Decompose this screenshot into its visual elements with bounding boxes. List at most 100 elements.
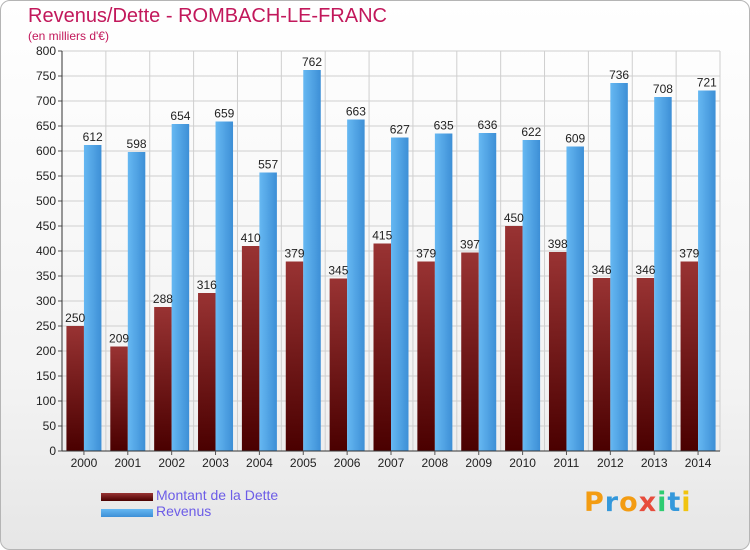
bar-dette-2006: [329, 278, 348, 451]
label-dette-2006: 345: [328, 264, 348, 278]
y-tick-label: 600: [36, 144, 56, 158]
logo-letter: x: [638, 487, 658, 518]
bar-dette-2010: [505, 226, 523, 451]
x-tick-label-2005: 2005: [290, 456, 317, 470]
x-tick-label-2007: 2007: [378, 456, 405, 470]
bar-dette-2011: [548, 252, 567, 451]
label-revenus-2007: 627: [390, 123, 410, 137]
y-tick-label: 500: [36, 194, 56, 208]
y-tick-label: 700: [36, 94, 56, 108]
y-tick-label: 200: [36, 344, 56, 358]
x-tick-label-2003: 2003: [202, 456, 229, 470]
y-tick-label: 250: [36, 319, 56, 333]
label-revenus-2000: 612: [83, 130, 103, 144]
y-tick-label: 350: [36, 269, 56, 283]
label-dette-2005: 379: [285, 247, 305, 261]
x-tick-label-2000: 2000: [71, 456, 98, 470]
y-tick-label: 50: [43, 419, 57, 433]
label-dette-2014: 379: [679, 247, 699, 261]
y-tick-label: 750: [36, 69, 56, 83]
bar-revenus-2004: [259, 172, 277, 451]
x-tick-label-2004: 2004: [246, 456, 273, 470]
label-revenus-2006: 663: [346, 105, 366, 119]
label-revenus-2014: 721: [697, 76, 717, 90]
y-tick-label: 150: [36, 369, 56, 383]
x-tick-label-2001: 2001: [114, 456, 141, 470]
label-dette-2011: 398: [548, 237, 568, 251]
label-dette-2002: 288: [153, 292, 173, 306]
label-revenus-2005: 762: [302, 55, 322, 69]
bar-dette-2012: [592, 278, 611, 451]
bar-revenus-2005: [303, 70, 321, 451]
x-tick-label-2013: 2013: [641, 456, 668, 470]
label-dette-2012: 346: [592, 263, 612, 277]
label-revenus-2011: 609: [565, 132, 585, 146]
label-dette-2008: 379: [416, 247, 436, 261]
label-dette-2001: 209: [109, 332, 129, 346]
x-tick-label-2006: 2006: [334, 456, 361, 470]
bar-revenus-2002: [171, 124, 190, 451]
logo-letter: t: [667, 487, 682, 518]
label-dette-2010: 450: [504, 211, 524, 225]
label-dette-2013: 346: [635, 263, 655, 277]
label-revenus-2003: 659: [214, 107, 234, 121]
x-tick-label-2009: 2009: [465, 456, 492, 470]
label-revenus-2012: 736: [609, 68, 629, 82]
label-dette-2009: 397: [460, 238, 480, 252]
logo-letter: P: [584, 487, 605, 518]
bar-dette-2009: [461, 252, 479, 451]
chart-title: Revenus/Dette - ROMBACH-LE-FRANC: [28, 5, 387, 27]
x-tick-label-2011: 2011: [554, 456, 580, 470]
bar-revenus-2009: [478, 133, 497, 451]
label-revenus-2008: 635: [434, 119, 454, 133]
x-tick-label-2008: 2008: [422, 456, 449, 470]
y-tick-label: 800: [36, 44, 56, 58]
label-revenus-2009: 636: [477, 118, 497, 132]
bar-dette-2014: [680, 261, 699, 451]
bar-revenus-2001: [127, 152, 146, 451]
label-revenus-2001: 598: [127, 137, 147, 151]
y-tick-label: 400: [36, 244, 56, 258]
label-revenus-2010: 622: [521, 125, 541, 139]
label-revenus-2013: 708: [653, 82, 673, 96]
label-dette-2000: 250: [65, 311, 85, 325]
bar-revenus-2003: [215, 121, 234, 451]
bar-dette-2002: [154, 307, 172, 451]
label-revenus-2002: 654: [170, 109, 190, 123]
bar-revenus-2013: [654, 97, 672, 451]
x-tick-label-2012: 2012: [597, 456, 624, 470]
bar-dette-2004: [241, 246, 260, 451]
chart-subtitle: (en milliers d'€): [28, 29, 109, 43]
label-dette-2007: 415: [372, 229, 392, 243]
bar-dette-2001: [110, 346, 128, 451]
y-tick-label: 0: [49, 444, 56, 458]
logo-letter: o: [619, 487, 639, 518]
label-dette-2004: 410: [241, 231, 261, 245]
legend-swatch-debt: [101, 493, 153, 501]
logo-letter: i: [657, 487, 668, 518]
label-revenus-2004: 557: [258, 158, 278, 172]
bar-dette-2005: [285, 261, 304, 451]
legend-swatch-revenus: [101, 509, 153, 517]
bar-dette-2003: [198, 293, 216, 451]
logo-letter: i: [681, 487, 692, 518]
bar-revenus-2008: [434, 133, 453, 451]
logo-letter: r: [604, 487, 620, 518]
bar-revenus-2014: [698, 90, 716, 451]
bar-dette-2007: [373, 243, 391, 451]
y-tick-label: 100: [36, 394, 56, 408]
bar-revenus-2007: [391, 137, 409, 451]
legend-label-debt: Montant de la Dette: [156, 487, 279, 503]
bar-revenus-2011: [566, 146, 584, 451]
label-dette-2003: 316: [197, 278, 217, 292]
x-tick-label-2014: 2014: [685, 456, 712, 470]
bar-revenus-2000: [83, 145, 102, 451]
bar-dette-2013: [636, 278, 655, 451]
bar-revenus-2012: [610, 83, 628, 451]
bar-revenus-2010: [522, 140, 541, 451]
y-tick-label: 650: [36, 119, 56, 133]
bar-revenus-2006: [347, 119, 365, 451]
y-tick-label: 550: [36, 169, 56, 183]
